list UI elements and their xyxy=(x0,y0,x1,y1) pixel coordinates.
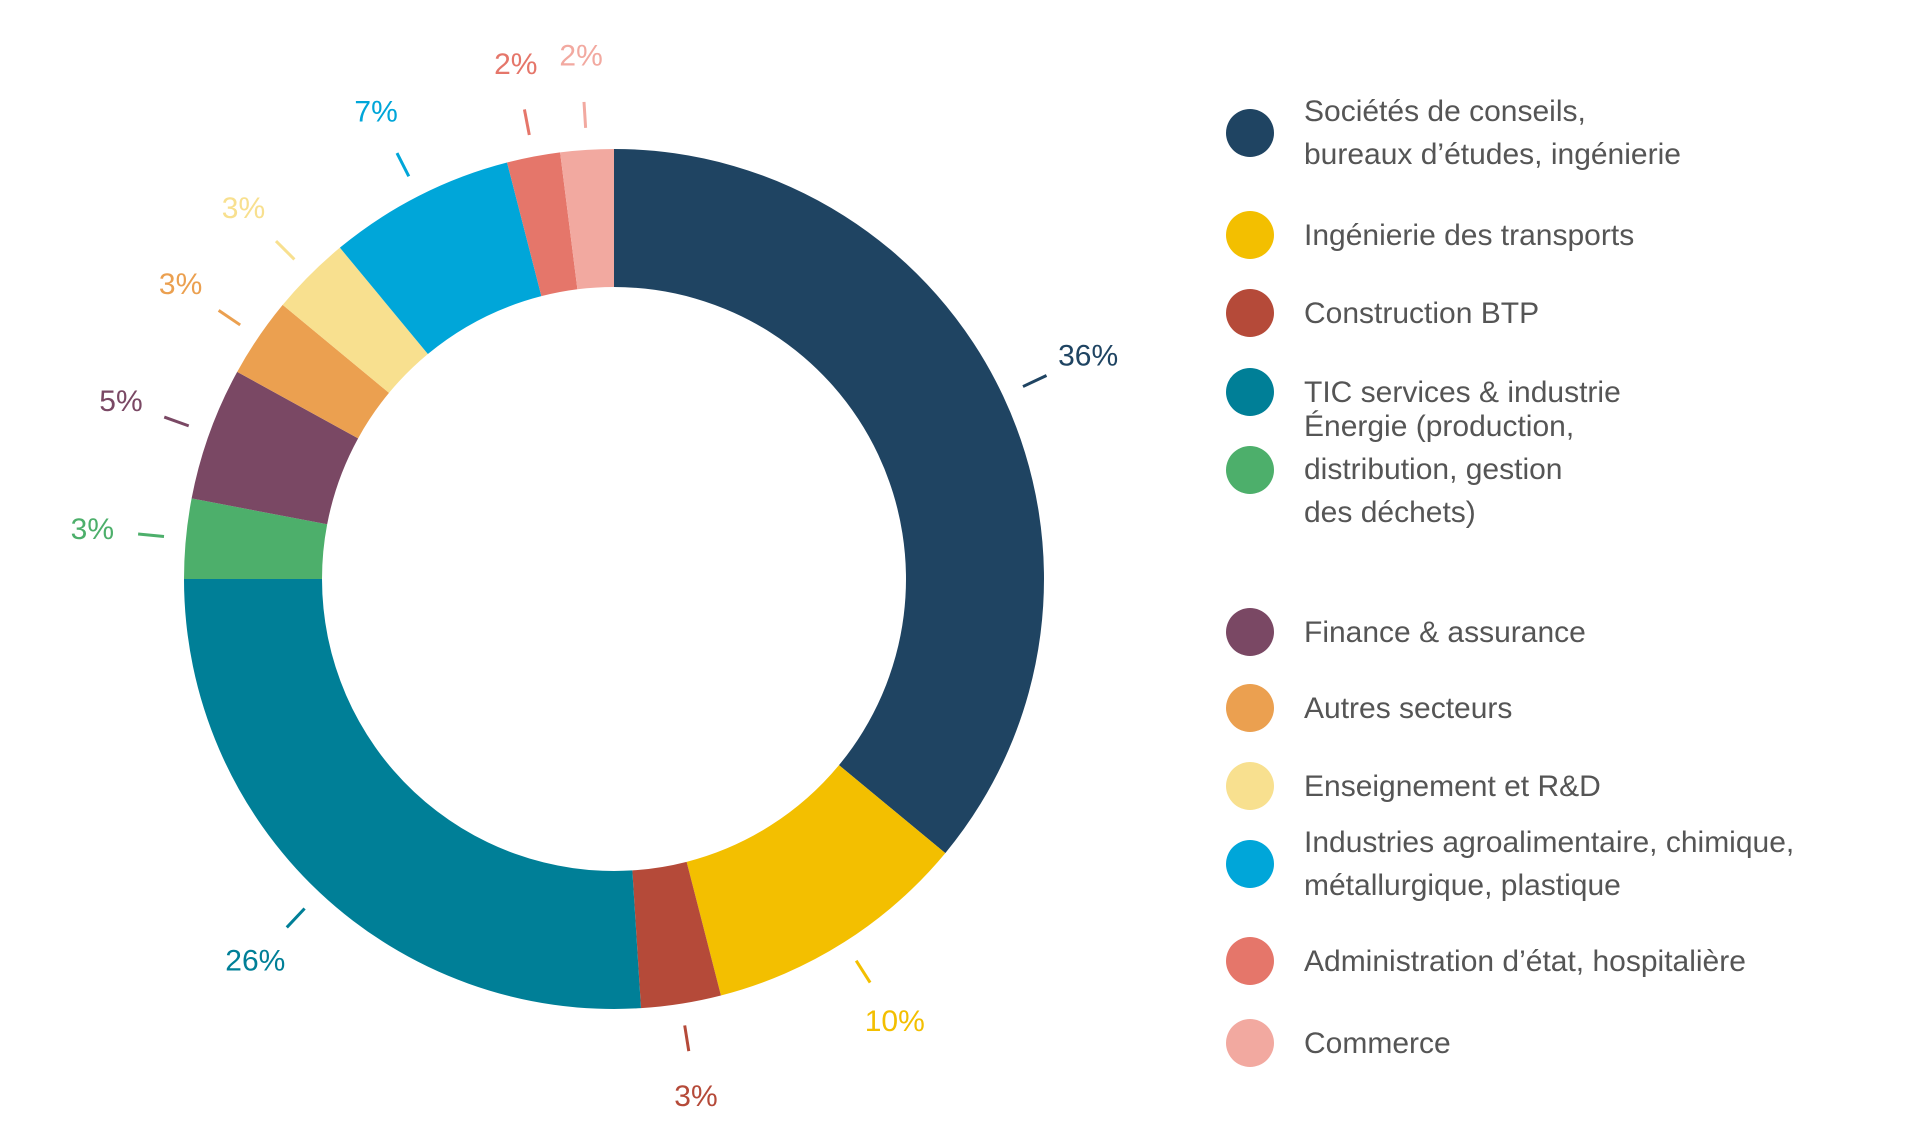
legend-swatch xyxy=(1226,109,1274,157)
legend-swatch xyxy=(1226,608,1274,656)
legend-swatch xyxy=(1226,1019,1274,1067)
data-label-construction-btp: 3% xyxy=(674,1080,717,1113)
legend-label: Énergie (production, distribution, gesti… xyxy=(1304,410,1575,529)
legend-label: Ingénierie des transports xyxy=(1304,218,1635,252)
data-label-industries-agroalimentaire-chimique: 7% xyxy=(354,96,397,129)
legend-swatch xyxy=(1226,840,1274,888)
data-label-energie-production: 3% xyxy=(71,513,114,546)
legend-swatch xyxy=(1226,684,1274,732)
slice-tic-services-industrie xyxy=(184,579,641,1010)
legend-label: Administration d’état, hospitalière xyxy=(1304,944,1746,978)
label-tick-finance-assurance xyxy=(163,415,190,428)
legend-item-finance-assurance: Finance & assurance xyxy=(1226,608,1920,656)
slice-energie-production xyxy=(184,498,328,579)
label-tick-tic-services-industrie xyxy=(285,907,306,929)
legend-swatch xyxy=(1226,762,1274,810)
data-label-ingenierie-des-transports: 10% xyxy=(865,1005,925,1038)
legend-label: Autres secteurs xyxy=(1304,691,1513,725)
legend-label: TIC services & industrie xyxy=(1304,375,1621,409)
slice-construction-btp xyxy=(632,861,721,1009)
legend-label: Sociétés de conseils, bureaux d’études, … xyxy=(1304,95,1681,171)
slice-finance-assurance xyxy=(191,371,359,525)
data-label-administration-d-etat-hospitaliere: 2% xyxy=(494,48,537,81)
legend-item-construction-btp: Construction BTP xyxy=(1226,289,1920,337)
legend-item-tic-services-industrie: TIC services & industrie xyxy=(1226,368,1920,416)
label-tick-commerce xyxy=(582,101,588,128)
legend-swatch xyxy=(1226,368,1274,416)
slice-ingenierie-des-transports xyxy=(686,765,946,996)
label-tick-energie-production xyxy=(137,532,165,538)
data-label-autres-secteurs: 3% xyxy=(159,268,202,301)
legend-label: Construction BTP xyxy=(1304,296,1540,330)
legend-swatch xyxy=(1226,211,1274,259)
legend-item-industries-agroalimentaire-chimique: Industries agroalimentaire, chimique, mé… xyxy=(1226,821,1920,907)
legend-item-energie-production: Énergie (production, distribution, gesti… xyxy=(1226,405,1920,534)
label-tick-autres-secteurs xyxy=(217,309,242,327)
slice-commerce xyxy=(560,149,614,290)
legend-item-enseignement-et-r-d: Enseignement et R&D xyxy=(1226,762,1920,810)
legend-item-commerce: Commerce xyxy=(1226,1019,1920,1067)
label-tick-industries-agroalimentaire-chimique xyxy=(395,152,411,177)
label-tick-administration-d-etat-hospitaliere xyxy=(522,109,531,136)
chart-legend: Sociétés de conseils, bureaux d’études, … xyxy=(1226,0,1920,1133)
legend-label: Enseignement et R&D xyxy=(1304,769,1601,803)
legend-swatch xyxy=(1226,289,1274,337)
legend-label: Finance & assurance xyxy=(1304,615,1586,649)
slice-enseignement-et-r-d xyxy=(282,247,428,393)
label-tick-ingenierie-des-transports xyxy=(854,959,872,984)
legend-label: Commerce xyxy=(1304,1026,1451,1060)
legend-label: Industries agroalimentaire, chimique, mé… xyxy=(1304,826,1795,902)
legend-item-administration-d-etat-hospitaliere: Administration d’état, hospitalière xyxy=(1226,937,1920,985)
legend-swatch xyxy=(1226,937,1274,985)
legend-item-autres-secteurs: Autres secteurs xyxy=(1226,684,1920,732)
slice-societes-de-conseils xyxy=(614,149,1044,854)
legend-swatch xyxy=(1226,445,1274,494)
label-tick-societes-de-conseils xyxy=(1022,374,1048,388)
slice-autres-secteurs xyxy=(237,304,390,439)
slice-industries-agroalimentaire-chimique xyxy=(339,162,542,355)
legend-item-societes-de-conseils: Sociétés de conseils, bureaux d’études, … xyxy=(1226,90,1920,176)
label-tick-construction-btp xyxy=(683,1025,691,1052)
data-label-commerce: 2% xyxy=(559,40,602,73)
label-tick-enseignement-et-r-d xyxy=(274,239,296,261)
data-label-finance-assurance: 5% xyxy=(99,385,142,418)
data-label-enseignement-et-r-d: 3% xyxy=(222,192,265,225)
data-label-tic-services-industrie: 26% xyxy=(225,944,285,977)
data-label-societes-de-conseils: 36% xyxy=(1058,339,1118,372)
slice-administration-d-etat-hospitaliere xyxy=(507,152,578,297)
legend-item-ingenierie-des-transports: Ingénierie des transports xyxy=(1226,211,1920,259)
